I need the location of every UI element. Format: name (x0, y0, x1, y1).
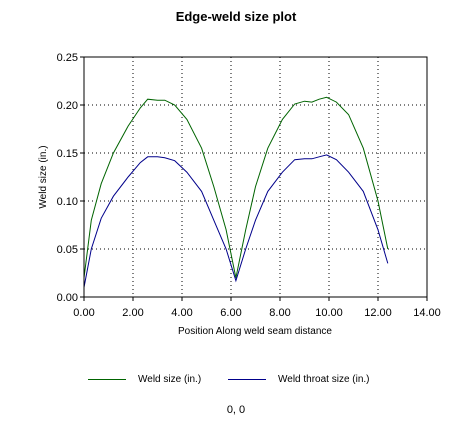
series-line-weld-throat-size (83, 154, 389, 288)
legend: Weld size (in.) Weld throat size (in.) (0, 372, 472, 388)
y-tick-label: 0.10 (57, 196, 78, 208)
legend-item-weld-throat-size: Weld throat size (in.) (228, 372, 370, 388)
series-lines (83, 96, 389, 288)
plot-area[interactable]: 0.00 2.00 4.00 6.00 8.00 10.00 12.00 14.00 0.00 0… (0, 0, 472, 368)
x-tick-label: 4.00 (171, 307, 192, 319)
coordinate-readout: 0, 0 (226, 404, 246, 416)
x-tick-label: 2.00 (122, 307, 143, 319)
y-tick-label: 0.25 (57, 52, 78, 64)
x-axis-label: Position Along weld seam distance (178, 326, 332, 337)
legend-swatch-weld-size (88, 378, 126, 380)
x-tick-label: 14.00 (413, 307, 441, 319)
tick-labels: 0.00 2.00 4.00 6.00 8.00 10.00 12.00 14.00 0.00 0… (57, 52, 441, 319)
legend-label-weld-throat-size: Weld throat size (in.) (278, 374, 370, 385)
x-tick-label: 6.00 (220, 307, 241, 319)
legend-label-weld-size: Weld size (in.) (138, 374, 202, 385)
y-tick-label: 0.20 (57, 100, 78, 112)
y-tick-label: 0.00 (57, 292, 78, 304)
x-tick-label: 10.00 (315, 307, 343, 319)
x-tick-label: 0.00 (73, 307, 94, 319)
chart-title: Edge-weld size plot (175, 9, 297, 24)
axes (80, 56, 428, 301)
grid (84, 57, 427, 297)
legend-item-weld-size: Weld size (in.) (88, 372, 201, 388)
y-tick-label: 0.05 (57, 244, 78, 256)
legend-swatch-weld-throat-size (228, 378, 266, 380)
series-line-weld-size (83, 96, 389, 278)
x-tick-label: 8.00 (269, 307, 290, 319)
plot-frame (83, 56, 428, 298)
y-tick-label: 0.15 (57, 148, 78, 160)
y-axis-label: Weld size (in.) (38, 145, 49, 208)
x-tick-label: 12.00 (364, 307, 392, 319)
